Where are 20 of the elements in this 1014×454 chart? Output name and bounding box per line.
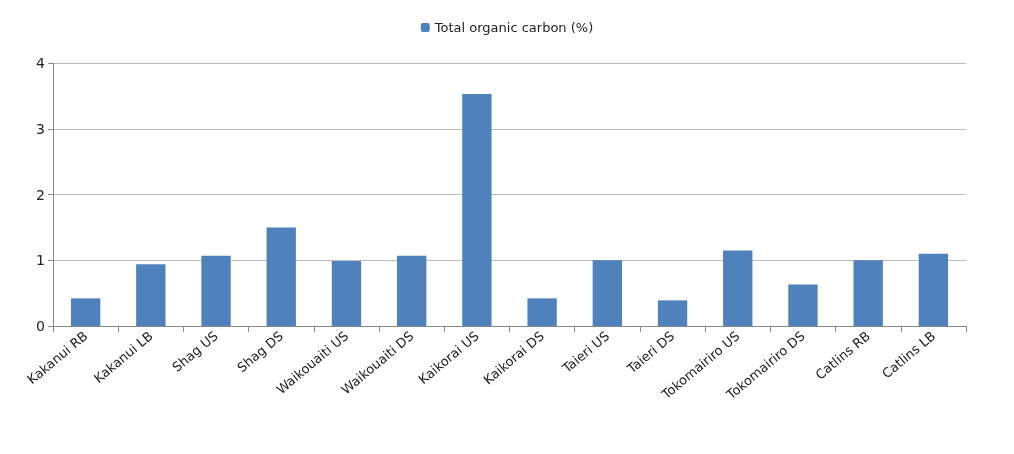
bar: [723, 250, 753, 326]
bar: [201, 255, 231, 326]
y-tick-label: 1: [36, 252, 45, 269]
bar: [397, 255, 427, 326]
bar: [266, 227, 296, 326]
bar: [136, 264, 166, 326]
bar: [70, 298, 101, 326]
y-tick-label: 4: [36, 55, 46, 71]
bar: [918, 253, 949, 326]
y-tick-label: 3: [36, 120, 45, 137]
bar: [788, 284, 818, 326]
y-tick-label: 2: [36, 186, 45, 203]
y-tick-label: 0: [36, 318, 45, 334]
bar: [331, 260, 362, 326]
bar: [462, 93, 492, 326]
bar: [527, 298, 557, 326]
bar: [592, 260, 622, 326]
bar: [853, 260, 883, 326]
bar: [657, 300, 688, 326]
legend-label: Total organic carbon (%): [433, 20, 594, 35]
